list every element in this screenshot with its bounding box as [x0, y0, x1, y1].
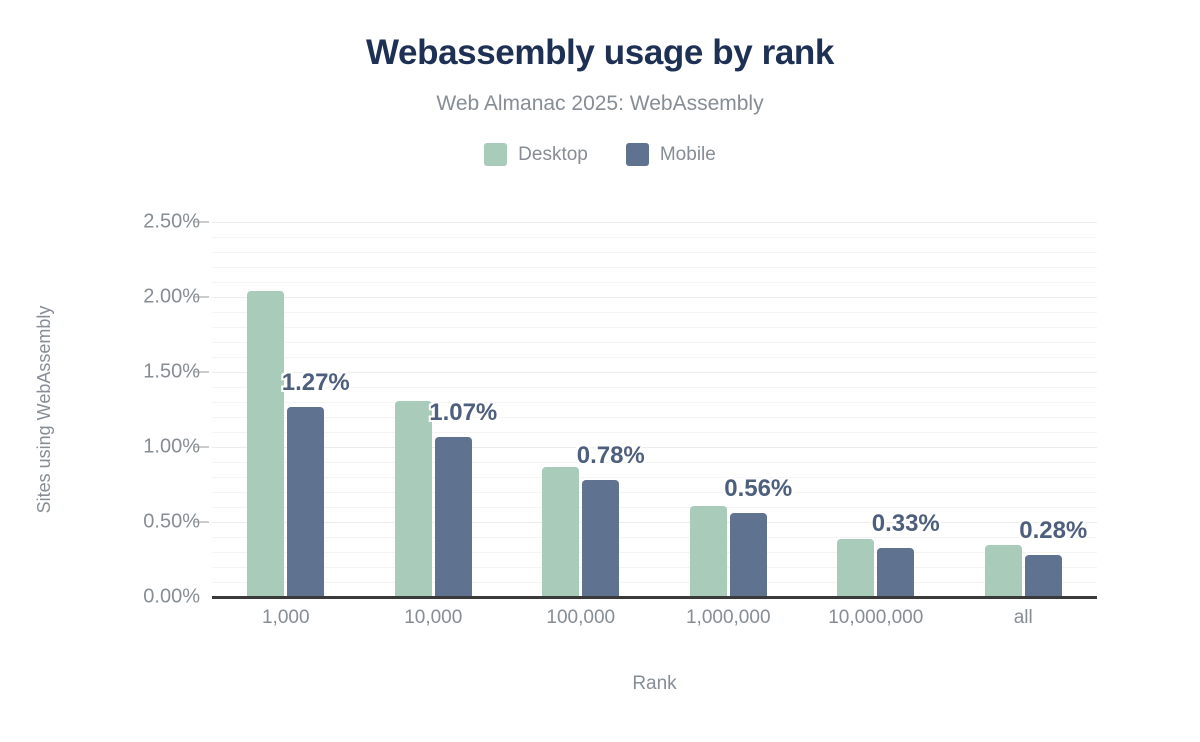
gridline-minor: [212, 507, 1097, 508]
gridline-minor: [212, 387, 1097, 388]
gridline-major: [212, 222, 1097, 223]
bar-mobile-100000[interactable]: [582, 480, 620, 597]
gridline-major: [212, 447, 1097, 448]
y-axis-tick-label: 0.00%: [143, 585, 200, 608]
bar-desktop-100000[interactable]: [542, 466, 580, 597]
data-label: 0.78%: [576, 442, 645, 469]
y-axis-tick-mark: [193, 521, 209, 523]
y-axis-tick-label: 1.00%: [143, 435, 200, 458]
chart-title: Webassembly usage by rank: [366, 33, 834, 72]
gridline-major: [212, 372, 1097, 373]
y-axis-ticks: 0.00% 0.50% 1.00% 1.50% 2.00% 2.50%: [0, 211, 209, 608]
bar-desktop-10000000[interactable]: [837, 538, 875, 597]
plot-area: [212, 222, 1097, 598]
legend-label-desktop: Desktop: [518, 143, 588, 165]
y-axis-tick-label: 2.00%: [143, 285, 200, 308]
legend-item-mobile[interactable]: Mobile: [625, 143, 716, 166]
gridline-minor: [212, 582, 1097, 583]
gridline-minor: [212, 312, 1097, 313]
gridline-minor: [212, 492, 1097, 493]
bar-mobile-1000[interactable]: [287, 406, 325, 597]
legend-item-desktop[interactable]: Desktop: [484, 143, 588, 166]
gridline-minor: [212, 357, 1097, 358]
gridline-major: [212, 522, 1097, 523]
bar-mobile-all[interactable]: [1024, 555, 1062, 597]
y-axis-tick-label: 0.50%: [143, 510, 200, 533]
gridline-minor: [212, 237, 1097, 238]
gridline-minor: [212, 327, 1097, 328]
chart-subtitle: Web Almanac 2025: WebAssembly: [436, 92, 764, 115]
x-axis-title: Rank: [632, 673, 677, 694]
data-label: 0.56%: [724, 475, 793, 502]
legend-swatch-mobile: [625, 143, 649, 166]
gridline-minor: [212, 477, 1097, 478]
x-axis-tick-label: 1,000: [261, 607, 310, 628]
bar-desktop-all[interactable]: [984, 544, 1022, 597]
gridline-minor: [212, 462, 1097, 463]
x-axis-tick-label: 10,000: [404, 607, 463, 628]
x-axis-tick-label: 10,000,000: [828, 607, 924, 628]
y-axis-tick-mark: [193, 446, 209, 448]
gridline-minor: [212, 342, 1097, 343]
chart-legend: Desktop Mobile: [0, 143, 1200, 166]
y-axis-tick-label: 2.50%: [143, 210, 200, 233]
y-axis-tick-mark: [193, 296, 209, 298]
x-axis-tick-label: 100,000: [546, 607, 616, 628]
x-axis-baseline: [212, 596, 1097, 599]
data-label: 0.28%: [1019, 517, 1088, 544]
x-axis-tick-label: all: [1013, 607, 1033, 628]
y-axis-tick-mark: [193, 221, 209, 223]
data-label: 0.33%: [871, 509, 940, 537]
bar-mobile-10000000[interactable]: [877, 547, 915, 597]
y-axis-tick-mark: [193, 371, 209, 373]
gridline-minor: [212, 537, 1097, 538]
legend-swatch-desktop: [484, 143, 508, 166]
data-label: 1.07%: [429, 398, 498, 426]
bar-mobile-1000000[interactable]: [729, 513, 767, 597]
x-axis-tick-label: 1,000,000: [685, 607, 771, 628]
bar-mobile-10000[interactable]: [434, 436, 472, 597]
data-label: 1.27%: [281, 368, 350, 396]
y-axis-tick-label: 1.50%: [143, 360, 200, 383]
gridline-minor: [212, 267, 1097, 268]
gridline-major: [212, 297, 1097, 298]
gridline-minor: [212, 552, 1097, 553]
legend-label-mobile: Mobile: [659, 143, 716, 165]
gridline-minor: [212, 417, 1097, 418]
gridline-minor: [212, 567, 1097, 568]
bar-desktop-1000[interactable]: [247, 291, 285, 597]
gridline-minor: [212, 432, 1097, 433]
gridline-minor: [212, 402, 1097, 403]
bar-desktop-10000[interactable]: [394, 400, 432, 597]
gridline-minor: [212, 282, 1097, 283]
bar-desktop-1000000[interactable]: [689, 505, 727, 597]
gridline-minor: [212, 252, 1097, 253]
